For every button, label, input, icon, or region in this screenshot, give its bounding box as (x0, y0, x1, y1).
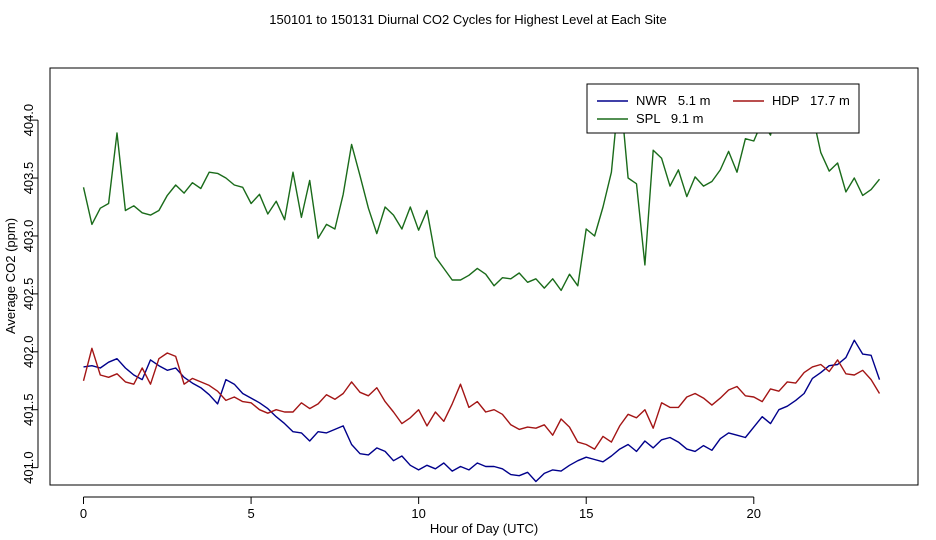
legend: NWR 5.1 m HDP 17.7 m SPL 9.1 m (586, 83, 860, 134)
x-tick-label: 5 (247, 506, 254, 521)
x-tick-label: 15 (579, 506, 593, 521)
plot-frame (49, 67, 919, 486)
y-tick-label: 402.5 (21, 278, 36, 311)
x-axis-label: Hour of Day (UTC) (430, 521, 538, 536)
y-axis-label: Average CO2 (ppm) (3, 218, 18, 334)
legend-entry-hdp: HDP 17.7 m (772, 93, 850, 108)
series-line-0 (83, 339, 881, 483)
legend-entry-nwr: NWR 5.1 m (636, 93, 710, 108)
y-tick-label: 404.0 (21, 104, 36, 137)
x-tick-label: 20 (747, 506, 761, 521)
y-axis: 401.0 401.5 402.0 402.5 403.0 403.5 404.0 (21, 104, 39, 484)
legend-box (586, 83, 860, 134)
x-tick-label: 0 (80, 506, 87, 521)
y-tick-label: 403.5 (21, 162, 36, 195)
x-axis: 0 5 10 15 20 (80, 496, 761, 521)
y-tick-label: 401.0 (21, 451, 36, 484)
x-tick-label: 10 (411, 506, 425, 521)
series-line-1 (82, 347, 881, 450)
chart-title: 150101 to 150131 Diurnal CO2 Cycles for … (269, 12, 666, 27)
legend-entry-spl: SPL 9.1 m (636, 111, 703, 126)
y-tick-label: 403.0 (21, 220, 36, 253)
series-layer (82, 84, 881, 483)
y-tick-label: 401.5 (21, 393, 36, 426)
series-line-2 (82, 84, 881, 292)
y-tick-label: 402.0 (21, 336, 36, 369)
